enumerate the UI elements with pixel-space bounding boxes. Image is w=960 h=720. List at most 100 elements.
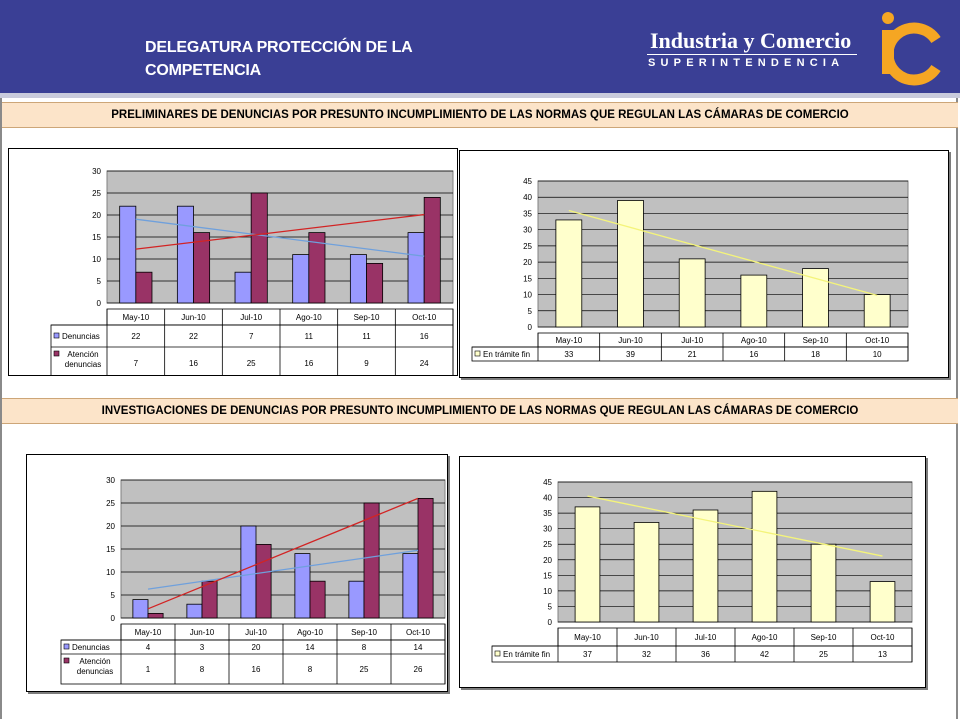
chart-1-bar-s0-4 bbox=[802, 268, 829, 328]
chart-2-bar-s0-1 bbox=[186, 603, 203, 619]
chart-2-legend-label-s0: Denuncias bbox=[72, 643, 110, 652]
chart-3-y-tick-9: 45 bbox=[543, 478, 552, 487]
chart-3-bar-s0-2 bbox=[692, 509, 719, 623]
chart-3-bar-s0-5 bbox=[869, 581, 896, 623]
chart-0-data-label-s0-1: 22 bbox=[189, 332, 198, 341]
chart-3-x-tick-0: May-10 bbox=[574, 633, 601, 642]
chart-2-data-label-s0-2: 20 bbox=[252, 643, 261, 652]
chart-2-bar-s0-5 bbox=[402, 553, 419, 619]
chart-3-bar-s0-4 bbox=[810, 543, 837, 623]
chart-3-y-tick-8: 40 bbox=[543, 494, 552, 503]
chart-0-bar-s0-3 bbox=[292, 254, 310, 304]
chart-2-bar-s1-0 bbox=[147, 612, 164, 619]
chart-0-data-label-s0-0: 22 bbox=[131, 332, 140, 341]
chart-2-bar-s1-1 bbox=[201, 580, 218, 619]
chart-0-bar-s1-5 bbox=[423, 197, 441, 304]
chart-2-y-tick-3: 15 bbox=[106, 545, 115, 554]
chart-2-legend-label-s1-line1: Atención bbox=[79, 657, 110, 666]
chart-1-x-tick-5: Oct-10 bbox=[865, 336, 890, 345]
page-title-line-2: COMPETENCIA bbox=[145, 62, 262, 79]
chart-0-bar-s1-3 bbox=[308, 232, 326, 304]
chart-2-bar-s1-3 bbox=[309, 580, 326, 619]
chart-3-y-tick-2: 10 bbox=[543, 587, 552, 596]
chart-2-bar-s1-5 bbox=[417, 498, 434, 619]
chart-0-bar-s0-2 bbox=[234, 271, 252, 304]
chart-0-bar-s0-4 bbox=[349, 254, 367, 304]
chart-2-bar-s0-3 bbox=[294, 553, 311, 619]
chart-2-x-tick-0: May-10 bbox=[135, 628, 162, 637]
chart-investigaciones-tramite: 0 5 10 15 20 25 30 35 40 45 May-10 Jun-10 Jul-10 Ago-… bbox=[491, 478, 913, 663]
chart-1-y-tick-7: 35 bbox=[523, 209, 532, 218]
chart-3-x-tick-4: Sep-10 bbox=[811, 633, 837, 642]
chart-2-bar-s0-0 bbox=[132, 599, 149, 619]
chart-1-y-tick-3: 15 bbox=[523, 274, 532, 283]
chart-0-bar-s0-0 bbox=[119, 205, 137, 304]
chart-2-trendline-s1 bbox=[147, 497, 419, 610]
chart-investigaciones-denuncias: 0 5 10 15 20 25 30 May-10 Jun-10 Jul-10 Ago-10 Sep-… bbox=[60, 476, 446, 685]
chart-2-y-tick-4: 20 bbox=[106, 522, 115, 531]
chart-0-bar-s1-4 bbox=[366, 263, 384, 304]
chart-2-data-label-s1-5: 26 bbox=[414, 665, 423, 674]
chart-1-y-tick-2: 10 bbox=[523, 291, 532, 300]
chart-1-bar-s0-0 bbox=[555, 219, 583, 328]
chart-0-legend-key-s1 bbox=[53, 350, 60, 357]
chart-2-data-label-s0-4: 8 bbox=[362, 643, 367, 652]
chart-3-bar-s0-0 bbox=[574, 506, 601, 623]
chart-1-bar-s0-1 bbox=[617, 200, 644, 328]
chart-2-trendline-s0 bbox=[147, 549, 419, 590]
chart-0-x-tick-3: Ago-10 bbox=[296, 313, 322, 322]
chart-0-legend-key-s0 bbox=[53, 332, 60, 339]
brand-divider bbox=[647, 54, 857, 55]
chart-1-data-label-s0-5: 10 bbox=[873, 350, 882, 359]
chart-0-data-label-s0-3: 11 bbox=[305, 332, 314, 341]
chart-0-y-tick-1: 5 bbox=[97, 277, 102, 286]
chart-panel-preliminares-denuncias: 0 5 10 15 20 25 30 May-10 Jun-10 Jul-10 Ago-10 Sep-… bbox=[8, 148, 458, 380]
chart-3-y-tick-5: 25 bbox=[543, 540, 552, 549]
page-title-line-1: DELEGATURA PROTECCIÓN DE LA bbox=[145, 39, 413, 56]
chart-1-y-tick-5: 25 bbox=[523, 242, 532, 251]
chart-3-legend-key-s0 bbox=[494, 650, 501, 657]
chart-0-data-label-s1-2: 25 bbox=[247, 359, 256, 368]
chart-0-x-tick-1: Jun-10 bbox=[181, 313, 206, 322]
section-title-investigaciones: INVESTIGACIONES DE DENUNCIAS POR PRESUNT… bbox=[2, 398, 958, 424]
chart-1-data-label-s0-0: 33 bbox=[564, 350, 573, 359]
brand-subtitle: SUPERINTENDENCIA bbox=[648, 57, 845, 69]
chart-0-data-label-s1-3: 16 bbox=[304, 359, 313, 368]
chart-1-x-tick-3: Ago-10 bbox=[741, 336, 767, 345]
chart-2-y-tick-0: 0 bbox=[111, 614, 116, 623]
chart-1-data-label-s0-3: 16 bbox=[749, 350, 758, 359]
chart-2-data-label-s0-0: 4 bbox=[146, 643, 151, 652]
chart-1-y-tick-1: 5 bbox=[528, 307, 533, 316]
chart-0-data-label-s0-2: 7 bbox=[249, 332, 254, 341]
chart-3-data-label-s0-5: 13 bbox=[878, 650, 887, 659]
chart-0-y-tick-2: 10 bbox=[92, 255, 101, 264]
chart-2-legend-key-s1 bbox=[63, 657, 70, 664]
brand-name: Industria y Comercio bbox=[650, 28, 852, 53]
chart-0-data-label-s0-5: 16 bbox=[420, 332, 429, 341]
chart-3-y-tick-7: 35 bbox=[543, 509, 552, 518]
chart-2-bar-s0-2 bbox=[240, 525, 257, 619]
chart-3-y-tick-4: 20 bbox=[543, 556, 552, 565]
chart-3-data-label-s0-1: 32 bbox=[642, 650, 651, 659]
chart-2-data-label-s0-5: 14 bbox=[414, 643, 423, 652]
chart-1-y-tick-8: 40 bbox=[523, 193, 532, 202]
chart-0-y-tick-0: 0 bbox=[97, 299, 102, 308]
chart-3-bar-s0-1 bbox=[633, 522, 660, 623]
chart-3-legend-label-s0: En trámite fin bbox=[503, 650, 550, 659]
chart-0-legend-label-s1-line2: denuncias bbox=[65, 360, 101, 369]
chart-2-data-label-s0-3: 14 bbox=[306, 643, 315, 652]
chart-3-y-tick-1: 5 bbox=[548, 602, 553, 611]
chart-2-y-tick-6: 30 bbox=[106, 476, 115, 485]
chart-3-plot-area bbox=[557, 481, 913, 623]
chart-2-x-tick-2: Jul-10 bbox=[245, 628, 267, 637]
chart-0-x-tick-4: Sep-10 bbox=[354, 313, 380, 322]
chart-0-trendline-s0 bbox=[135, 218, 425, 257]
chart-panel-preliminares-tramite: 0 5 10 15 20 25 30 35 40 45 May-10 Jun-10 Jul-10 Ago-… bbox=[459, 150, 949, 378]
chart-3-y-tick-6: 30 bbox=[543, 525, 552, 534]
chart-1-data-label-s0-2: 21 bbox=[688, 350, 697, 359]
chart-3-trendline-s0 bbox=[587, 495, 883, 557]
chart-0-x-tick-0: May-10 bbox=[122, 313, 149, 322]
chart-0-bar-s1-2 bbox=[250, 192, 268, 304]
chart-1-bar-s0-3 bbox=[740, 274, 768, 328]
chart-3-x-tick-1: Jun-10 bbox=[634, 633, 659, 642]
